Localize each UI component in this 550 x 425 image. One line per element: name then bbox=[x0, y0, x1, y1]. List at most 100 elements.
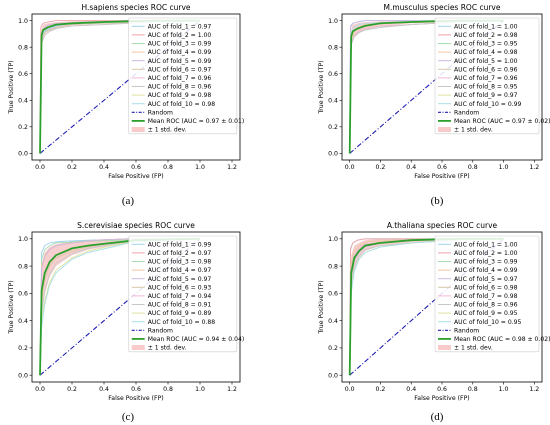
legend-entry: AUC of fold_9 = 0.97 bbox=[454, 92, 518, 99]
y-axis-label: True Positive (TP) bbox=[318, 280, 325, 334]
y-axis-label: True Positive (TP) bbox=[318, 60, 325, 114]
x-tick-label: 0.2 bbox=[67, 386, 77, 393]
x-tick-label: 0.4 bbox=[406, 164, 416, 171]
legend: AUC of fold_1 = 1.00 AUC of fold_2 = 0.98… bbox=[434, 17, 550, 135]
y-tick-label: 0.4 bbox=[18, 97, 28, 104]
y-tick-label: 0.8 bbox=[328, 44, 338, 51]
legend-swatch-std bbox=[438, 127, 451, 132]
roc-panel-1: 0.0 0.2 0.4 0.6 0.8 1.0 1.2 0.0 0.2 0.4 0.6 0.8 1.0 H… bbox=[8, 3, 244, 207]
x-tick-label: 1.2 bbox=[529, 164, 539, 171]
chart-title: H.sapiens species ROC curve bbox=[81, 3, 190, 12]
x-tick-label: 0.0 bbox=[35, 164, 45, 171]
panel-caption: (a) bbox=[122, 195, 135, 207]
x-tick-label: 0.6 bbox=[131, 386, 141, 393]
legend-entry: AUC of fold_1 = 0.99 bbox=[148, 241, 212, 248]
legend-entry: ± 1 std. dev. bbox=[454, 345, 493, 352]
x-tick-label: 0.6 bbox=[437, 386, 447, 393]
y-tick-label: 0.0 bbox=[328, 372, 338, 379]
std-band bbox=[40, 238, 200, 376]
roc-panel-3: 0.0 0.2 0.4 0.6 0.8 1.0 1.2 0.0 0.2 0.4 0.6 0.8 1.0 S… bbox=[8, 221, 244, 423]
x-tick-label: 0.4 bbox=[406, 386, 416, 393]
legend-entry: AUC of fold_9 = 0.98 bbox=[148, 92, 212, 99]
legend-entry: AUC of fold_4 = 0.98 bbox=[454, 49, 518, 56]
panel-caption: (b) bbox=[431, 195, 444, 207]
legend-entry: AUC of fold_2 = 1.00 bbox=[148, 32, 212, 39]
legend-swatch-std bbox=[131, 345, 145, 350]
legend: AUC of fold_1 = 0.99 AUC of fold_2 = 0.97… bbox=[128, 235, 245, 353]
x-tick-label: 1.0 bbox=[499, 386, 509, 393]
legend-entry: Mean ROC (AUC = 0.98 ± 0.02) bbox=[454, 336, 550, 343]
legend-entry: AUC of fold_7 = 0.94 bbox=[148, 293, 212, 300]
y-axis-label: True Positive (TP) bbox=[8, 60, 15, 114]
y-tick-label: 0.2 bbox=[328, 124, 338, 131]
legend-entry: AUC of fold_8 = 0.96 bbox=[148, 84, 212, 91]
roc-line-fold-2 bbox=[349, 238, 504, 376]
y-tick-label: 0.0 bbox=[18, 151, 28, 158]
legend-entry: AUC of fold_10 = 0.88 bbox=[148, 319, 216, 326]
legend-swatch-std bbox=[438, 345, 451, 350]
legend-entry: AUC of fold_10 = 0.95 bbox=[454, 319, 522, 326]
roc-line-fold-8 bbox=[39, 238, 201, 376]
legend-entry: AUC of fold_8 = 0.96 bbox=[454, 302, 518, 309]
roc-panel-4: 0.0 0.2 0.4 0.6 0.8 1.0 1.2 0.0 0.2 0.4 0.6 0.8 1.0 A… bbox=[318, 221, 550, 423]
random-line bbox=[349, 20, 504, 154]
x-tick-label: 1.2 bbox=[227, 386, 237, 393]
legend-entry: Random bbox=[454, 327, 479, 334]
legend-entry: AUC of fold_10 = 0.99 bbox=[454, 101, 522, 108]
x-tick-label: 0.6 bbox=[437, 164, 447, 171]
chart-title: A.thaliana species ROC curve bbox=[387, 221, 498, 230]
y-tick-label: 0.0 bbox=[328, 151, 338, 158]
legend-entry: AUC of fold_2 = 0.98 bbox=[454, 32, 518, 39]
roc-line-fold-5 bbox=[39, 238, 200, 376]
legend-box bbox=[128, 235, 238, 353]
legend-entry: AUC of fold_4 = 0.97 bbox=[148, 267, 212, 274]
y-tick-label: 0.8 bbox=[18, 44, 28, 51]
y-tick-label: 0.8 bbox=[328, 263, 338, 270]
legend-entry: AUC of fold_3 = 0.99 bbox=[454, 259, 518, 266]
y-tick-label: 1.0 bbox=[18, 18, 28, 25]
x-tick-label: 0.2 bbox=[376, 386, 386, 393]
legend-entry: AUC of fold_7 = 0.96 bbox=[454, 75, 518, 82]
legend-entry: ± 1 std. dev. bbox=[148, 127, 187, 134]
x-tick-label: 0.4 bbox=[99, 164, 109, 171]
x-tick-label: 0.0 bbox=[345, 164, 355, 171]
legend-entry: AUC of fold_6 = 0.97 bbox=[148, 66, 212, 73]
roc-line-fold-2 bbox=[39, 20, 200, 154]
roc-line-fold-5 bbox=[349, 20, 504, 154]
legend-entry: AUC of fold_1 = 1.00 bbox=[454, 23, 518, 30]
legend-entry: AUC of fold_8 = 0.91 bbox=[148, 302, 212, 309]
x-tick-label: 1.2 bbox=[227, 164, 237, 171]
roc-line-fold-3 bbox=[39, 238, 201, 376]
x-axis-label: False Positive (FP) bbox=[414, 173, 469, 180]
legend-entry: AUC of fold_6 = 0.96 bbox=[454, 66, 518, 73]
y-tick-label: 0.4 bbox=[328, 318, 338, 325]
legend-entry: AUC of fold_1 = 1.00 bbox=[454, 241, 518, 248]
plot-area bbox=[39, 237, 201, 376]
legend-entry: Mean ROC (AUC = 0.97 ± 0.01) bbox=[148, 118, 245, 125]
y-tick-label: 0.6 bbox=[18, 71, 28, 78]
x-tick-label: 0.6 bbox=[131, 164, 141, 171]
y-tick-label: 0.4 bbox=[18, 318, 28, 325]
legend-entry: AUC of fold_4 = 0.99 bbox=[148, 49, 212, 56]
chart-title: M.musculus species ROC curve bbox=[384, 3, 501, 12]
roc-panel-2: 0.0 0.2 0.4 0.6 0.8 1.0 1.2 0.0 0.2 0.4 0.6 0.8 1.0 M… bbox=[318, 3, 550, 207]
legend-entry: Mean ROC (AUC = 0.94 ± 0.04) bbox=[148, 336, 245, 343]
legend-entry: AUC of fold_9 = 0.89 bbox=[148, 310, 212, 317]
y-tick-label: 1.0 bbox=[328, 18, 338, 25]
x-tick-label: 0.8 bbox=[163, 386, 173, 393]
legend-entry: AUC of fold_8 = 0.95 bbox=[454, 84, 518, 91]
legend-entry: AUC of fold_5 = 1.00 bbox=[454, 58, 518, 65]
legend: AUC of fold_1 = 0.97 AUC of fold_2 = 1.00… bbox=[128, 17, 245, 135]
legend-entry: AUC of fold_5 = 0.97 bbox=[148, 276, 212, 283]
legend-box bbox=[434, 17, 540, 135]
legend-entry: AUC of fold_3 = 0.99 bbox=[148, 41, 212, 48]
chart-title: S.cerevisiae species ROC curve bbox=[77, 221, 195, 230]
legend-entry: AUC of fold_4 = 0.99 bbox=[454, 267, 518, 274]
y-tick-label: 0.6 bbox=[328, 71, 338, 78]
x-axis-label: False Positive (FP) bbox=[108, 395, 163, 402]
legend-entry: AUC of fold_7 = 0.98 bbox=[454, 293, 518, 300]
legend-entry: AUC of fold_5 = 0.97 bbox=[454, 276, 518, 283]
legend-box bbox=[128, 17, 238, 135]
legend-entry: Random bbox=[454, 109, 479, 116]
